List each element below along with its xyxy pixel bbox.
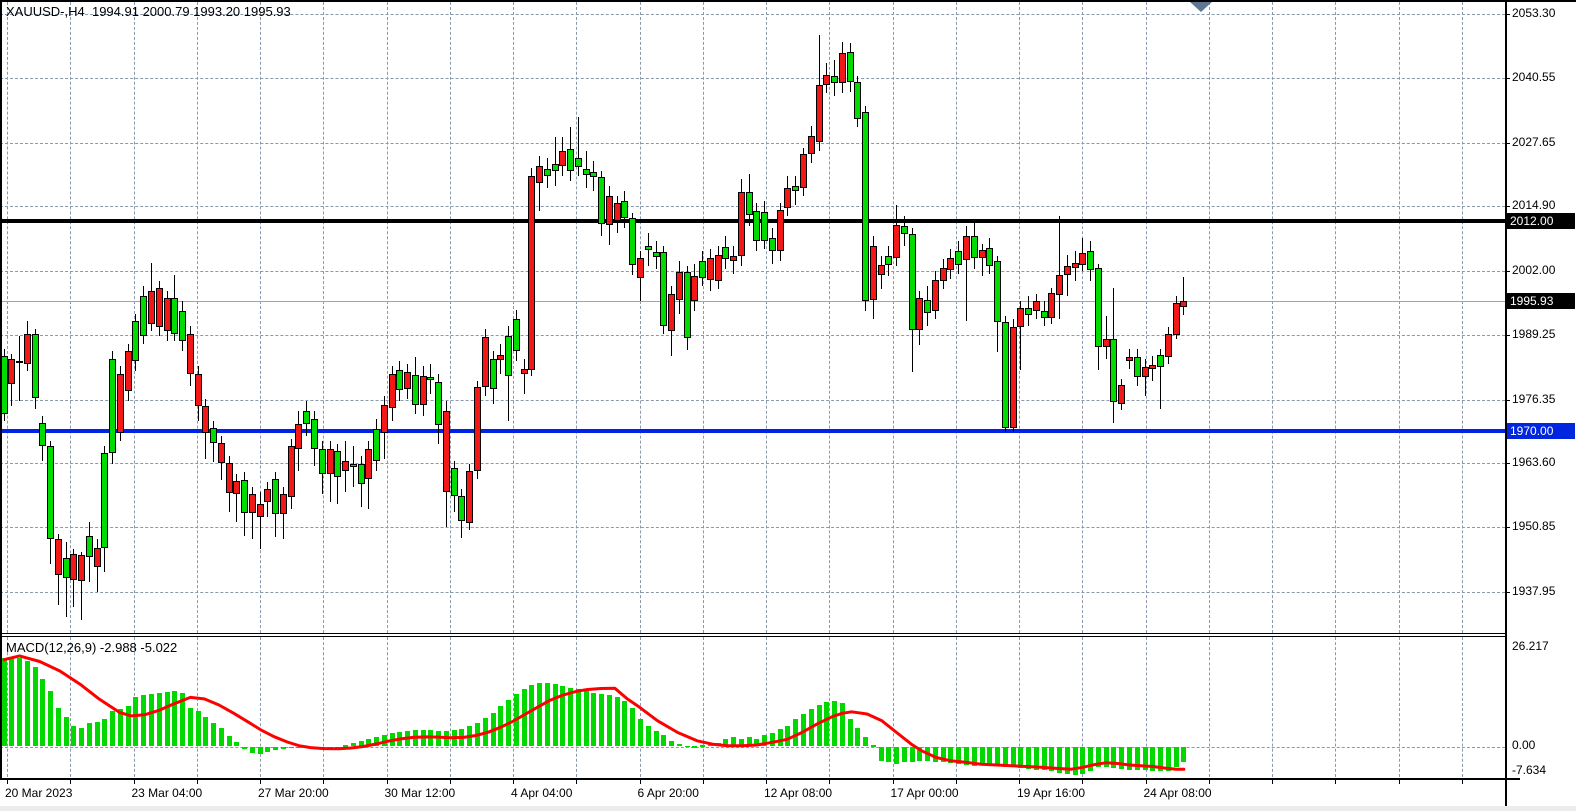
price-chart-pane[interactable] bbox=[0, 0, 1505, 633]
time-axis-tick bbox=[513, 780, 514, 784]
price-axis-label: 2014.90 bbox=[1512, 198, 1556, 213]
time-axis-label: 27 Mar 20:00 bbox=[258, 786, 329, 800]
bar-shift-marker-icon[interactable] bbox=[1190, 2, 1212, 12]
time-axis-label: 20 Mar 2023 bbox=[5, 786, 73, 800]
time-axis-label: 17 Apr 00:00 bbox=[890, 786, 959, 800]
time-axis-tick bbox=[1335, 780, 1337, 784]
pane-splitter-line[interactable] bbox=[0, 636, 1505, 637]
window-bottom-strip bbox=[0, 806, 1576, 811]
price-axis-label: 1937.95 bbox=[1512, 584, 1556, 599]
macd-axis-label: 26.217 bbox=[1512, 639, 1549, 653]
time-axis-tick bbox=[1398, 780, 1400, 784]
price-axis-label: 2002.00 bbox=[1512, 263, 1556, 278]
time-axis-tick bbox=[323, 780, 325, 784]
pane-splitter-line[interactable] bbox=[0, 633, 1505, 634]
price-badge: 1995.93 bbox=[1506, 293, 1575, 310]
time-axis-label: 24 Apr 08:00 bbox=[1143, 786, 1212, 800]
time-axis-label: 19 Apr 16:00 bbox=[1017, 786, 1086, 800]
left-border bbox=[0, 0, 2, 778]
price-axis-label: 2053.30 bbox=[1512, 6, 1556, 20]
time-axis-label: 4 Apr 04:00 bbox=[511, 786, 573, 800]
time-axis-tick bbox=[7, 780, 8, 784]
time-axis-tick bbox=[766, 780, 767, 784]
time-axis-tick bbox=[576, 780, 578, 784]
chart-title: XAUUSD-,H4 1994.91 2000.79 1993.20 1995.… bbox=[6, 4, 291, 19]
time-axis-tick bbox=[1461, 780, 1463, 784]
time-axis-tick bbox=[892, 780, 894, 784]
price-axis-border bbox=[1505, 0, 1507, 806]
time-axis-label: 12 Apr 08:00 bbox=[764, 786, 833, 800]
price-axis-label: 1950.85 bbox=[1512, 519, 1556, 534]
time-axis-tick bbox=[449, 780, 451, 784]
time-axis-label: 6 Apr 20:00 bbox=[637, 786, 699, 800]
time-axis-tick bbox=[1082, 780, 1084, 784]
price-axis-label: 1976.35 bbox=[1512, 391, 1556, 406]
price-badge: 2012.00 bbox=[1506, 212, 1575, 229]
macd-label: MACD(12,26,9) -2.988 -5.022 bbox=[6, 640, 178, 655]
time-axis-tick bbox=[955, 780, 957, 784]
time-axis-tick bbox=[829, 780, 831, 784]
time-axis-tick bbox=[639, 780, 641, 784]
macd-axis-label: 0.00 bbox=[1512, 738, 1536, 752]
time-axis-tick bbox=[196, 780, 198, 784]
time-axis-border bbox=[0, 778, 1520, 780]
price-axis-label: 1963.60 bbox=[1512, 455, 1556, 470]
time-axis-label: 23 Mar 04:00 bbox=[131, 786, 203, 800]
time-axis-label: 30 Mar 12:00 bbox=[384, 786, 456, 800]
time-axis-tick bbox=[1208, 780, 1210, 784]
price-badge: 1970.00 bbox=[1506, 423, 1575, 440]
top-border bbox=[0, 0, 1576, 2]
price-axis-label: 1989.25 bbox=[1512, 326, 1556, 341]
time-axis-tick bbox=[1019, 780, 1020, 784]
time-axis-tick bbox=[70, 780, 72, 784]
time-axis-tick bbox=[133, 780, 135, 784]
time-axis-tick bbox=[386, 780, 388, 784]
macd-axis-label: -7.634 bbox=[1512, 763, 1547, 777]
time-axis-tick bbox=[1272, 780, 1273, 784]
time-axis-tick bbox=[1145, 780, 1147, 784]
price-axis-label: 2027.65 bbox=[1512, 134, 1556, 149]
price-axis-label: 2040.55 bbox=[1512, 69, 1556, 84]
time-axis-tick bbox=[260, 780, 261, 784]
time-axis-tick bbox=[702, 780, 704, 784]
macd-signal-line bbox=[2, 654, 1186, 771]
